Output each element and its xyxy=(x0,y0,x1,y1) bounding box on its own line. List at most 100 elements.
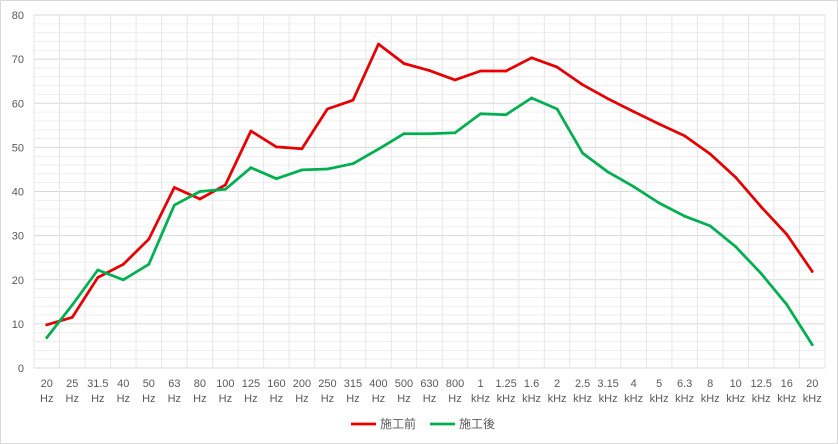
data-point xyxy=(683,134,687,138)
data-point xyxy=(504,69,508,73)
data-point xyxy=(96,276,100,279)
x-tick-label-value: 25 xyxy=(66,378,78,390)
data-point xyxy=(147,262,151,266)
data-point xyxy=(198,197,202,201)
data-point xyxy=(147,237,151,241)
data-point xyxy=(326,107,329,111)
x-tick-label-value: 31.5 xyxy=(87,378,108,390)
x-tick-label-value: 160 xyxy=(267,378,285,390)
data-point xyxy=(785,232,789,236)
data-point xyxy=(249,129,253,133)
y-axis-tick-labels: 0 10 20 30 40 50 60 70 80 xyxy=(12,10,24,375)
x-tick-label-unit: Hz xyxy=(117,393,130,405)
x-tick-label-value: 125 xyxy=(242,378,260,390)
data-point xyxy=(530,96,533,100)
data-point xyxy=(683,214,687,218)
x-tick-label-value: 3.15 xyxy=(597,378,618,390)
data-point xyxy=(581,83,584,87)
data-point xyxy=(530,56,533,60)
x-axis-tick-labels: 20Hz25Hz31.5Hz40Hz50Hz63Hz80Hz100Hz125Hz… xyxy=(40,378,822,405)
x-tick-label-unit: kHz xyxy=(548,393,567,405)
data-point xyxy=(198,190,202,193)
data-point xyxy=(300,147,304,151)
data-point xyxy=(428,69,431,72)
data-point xyxy=(377,42,380,46)
x-tick-label-value: 200 xyxy=(293,378,311,390)
vertical-gridlines xyxy=(33,15,826,368)
data-point xyxy=(504,113,508,117)
x-tick-label-value: 100 xyxy=(216,378,234,390)
data-point xyxy=(479,69,482,73)
x-tick-label-unit: kHz xyxy=(573,393,592,405)
x-tick-label-value: 4 xyxy=(631,378,637,390)
data-point xyxy=(632,110,636,114)
y-tick-label: 60 xyxy=(12,98,24,110)
x-tick-label-unit: Hz xyxy=(321,393,334,405)
x-tick-label-value: 630 xyxy=(420,378,438,390)
data-point xyxy=(45,323,49,327)
x-tick-label-unit: kHz xyxy=(624,393,643,405)
x-tick-label-unit: kHz xyxy=(471,393,490,405)
data-point xyxy=(351,98,355,102)
x-tick-label-unit: kHz xyxy=(675,393,694,405)
x-tick-label-unit: kHz xyxy=(599,393,618,405)
data-point xyxy=(734,175,738,179)
x-tick-label-unit: kHz xyxy=(497,393,516,405)
x-tick-label-value: 10 xyxy=(730,378,742,390)
x-tick-label-unit: Hz xyxy=(346,393,359,405)
y-tick-label: 50 xyxy=(12,142,24,154)
x-tick-label-value: 12.5 xyxy=(750,378,771,390)
data-point xyxy=(759,205,763,209)
data-point xyxy=(377,147,380,151)
x-tick-label-value: 1.25 xyxy=(495,378,516,390)
data-point xyxy=(300,168,304,172)
y-tick-label: 0 xyxy=(18,363,24,375)
x-tick-label-unit: Hz xyxy=(372,393,385,405)
data-point xyxy=(275,177,278,181)
data-point xyxy=(555,107,559,111)
data-point xyxy=(402,62,406,65)
data-point xyxy=(657,122,661,126)
data-point xyxy=(479,112,482,116)
x-tick-label-value: 80 xyxy=(194,378,206,390)
data-point xyxy=(810,343,814,347)
x-tick-label-unit: kHz xyxy=(726,393,745,405)
legend-label: 施工前 xyxy=(380,416,416,431)
y-tick-label: 10 xyxy=(12,319,24,331)
x-tick-label-value: 5 xyxy=(656,378,662,390)
data-point xyxy=(555,65,559,69)
y-tick-label: 40 xyxy=(12,187,24,199)
x-tick-label-value: 250 xyxy=(318,378,336,390)
x-tick-label-unit: kHz xyxy=(752,393,771,405)
x-tick-label-value: 500 xyxy=(395,378,413,390)
x-tick-label-value: 20 xyxy=(41,378,53,390)
y-tick-label: 70 xyxy=(12,54,24,66)
x-tick-label-unit: Hz xyxy=(219,393,232,405)
x-tick-label-value: 315 xyxy=(344,378,362,390)
x-tick-label-value: 8 xyxy=(707,378,713,390)
data-point xyxy=(632,185,636,189)
series-lines xyxy=(45,42,814,347)
data-point xyxy=(734,245,738,249)
y-tick-label: 80 xyxy=(12,10,24,22)
x-tick-label-unit: kHz xyxy=(522,393,541,405)
x-tick-label-value: 63 xyxy=(168,378,180,390)
x-tick-label-value: 50 xyxy=(143,378,155,390)
x-tick-label-unit: kHz xyxy=(803,393,822,405)
data-point xyxy=(121,262,125,266)
data-point xyxy=(275,145,278,149)
data-point xyxy=(326,167,329,171)
data-point xyxy=(70,303,74,307)
x-tick-label-unit: Hz xyxy=(91,393,104,405)
x-tick-label-value: 2.5 xyxy=(575,378,590,390)
y-tick-label: 20 xyxy=(12,275,24,287)
x-tick-label-unit: Hz xyxy=(448,393,461,405)
data-point xyxy=(810,269,814,273)
x-tick-label-unit: Hz xyxy=(66,393,79,405)
x-tick-label-unit: kHz xyxy=(701,393,720,405)
data-point xyxy=(351,162,355,166)
data-point xyxy=(172,186,176,189)
x-tick-label-value: 16 xyxy=(781,378,793,390)
data-point xyxy=(453,131,457,135)
